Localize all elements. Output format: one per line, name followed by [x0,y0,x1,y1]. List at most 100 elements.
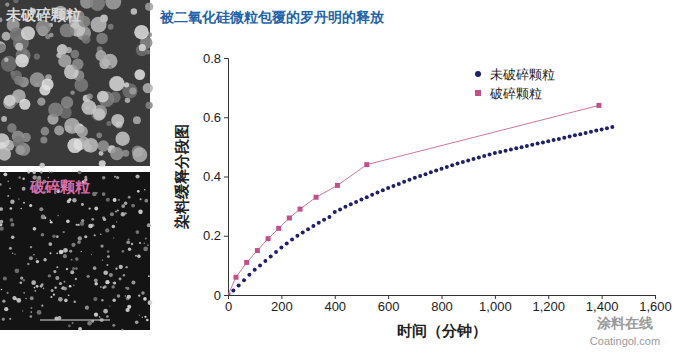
particle [34,287,36,289]
particle [135,174,139,178]
particle [92,192,97,197]
tick-label: 800 [431,299,453,314]
tick: 0 [214,288,228,303]
particle [4,307,8,311]
particle [64,299,68,303]
particle [103,218,106,221]
particle [107,250,110,253]
particle [93,266,97,270]
particle [31,280,36,285]
particle [118,199,120,201]
particle [74,78,88,92]
particle [100,286,102,288]
particle [41,78,53,90]
particle [131,8,137,14]
data-point [530,143,534,147]
particle [7,180,9,182]
particle [68,198,71,201]
particle [91,254,92,255]
particle [27,171,30,174]
tick: 200 [271,295,293,314]
particle [36,260,39,263]
tick: 0.8 [203,51,228,66]
particle [119,278,122,281]
particle [131,243,133,245]
particle [114,176,116,178]
particle [29,204,32,207]
particle [14,76,23,85]
particle [144,199,148,203]
particle [2,300,5,303]
data-point [391,184,395,188]
particle [75,267,78,270]
particle [123,274,126,277]
particle [57,215,58,216]
particle [56,53,61,58]
particle [41,215,46,220]
particle [56,266,58,268]
particle [48,102,63,117]
particle [80,251,82,253]
particle [128,196,131,199]
data-point [295,234,299,238]
scale-bar [40,320,110,321]
particle [107,255,110,258]
micrograph-panel [0,0,153,168]
particle [51,171,53,173]
data-point [504,149,508,153]
particle [73,285,75,287]
particle [119,265,123,269]
particle [2,318,5,321]
particle [124,82,129,87]
data-point [482,154,486,158]
particle [10,218,14,222]
particle [56,235,59,238]
particle [145,3,153,11]
particle [115,210,117,212]
particle [135,321,139,325]
data-point [269,254,273,258]
particle [90,0,105,11]
particle [131,281,135,285]
tick: 1,000 [479,295,512,314]
particle [122,250,125,253]
particle [96,33,108,45]
particle [112,298,116,302]
data-point [306,227,310,231]
data-point [228,293,230,295]
particle [55,276,59,280]
data-point [244,260,249,265]
particle [100,234,102,236]
particle [94,313,98,317]
data-point [364,162,369,167]
data-point [287,215,292,220]
particle [41,127,50,136]
tick: 1,200 [532,295,565,314]
tick-mark [224,177,228,178]
particle [81,219,84,222]
particle [108,65,112,69]
data-point [317,221,321,225]
particle [43,287,45,289]
particle [11,236,14,239]
tick-mark [224,295,228,296]
particle [82,35,91,44]
particle [71,50,80,59]
particle [143,297,147,301]
particle [132,147,147,162]
particle [113,281,116,284]
particle [70,270,74,274]
data-point [381,188,385,192]
data-point [354,200,358,204]
particle [72,198,76,202]
particle [54,126,64,136]
data-point [247,273,251,277]
particle [53,270,56,273]
particle [0,41,6,52]
particle [51,289,54,292]
particle [22,310,23,311]
data-point [596,103,601,108]
particle [109,76,124,91]
tick: 400 [324,295,346,314]
tick-label: 1,000 [479,299,512,314]
